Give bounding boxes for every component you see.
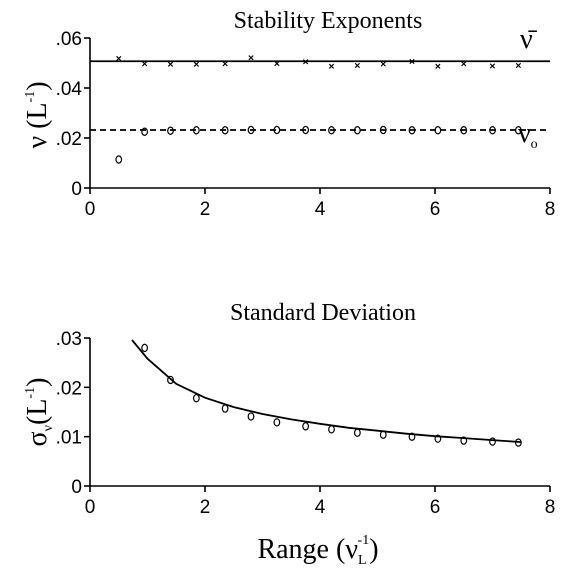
x-tick-label: 0 xyxy=(85,199,96,220)
stddev-xlabel: Range (νL-1) xyxy=(257,533,378,568)
stddev-ylabel-sub: ν xyxy=(41,425,56,431)
stddev-ylabel-unit: L xyxy=(22,399,53,416)
data-point-circle xyxy=(273,125,281,135)
data-point-circle xyxy=(434,126,442,135)
data-point-circle xyxy=(192,126,200,135)
svg-text:σν(L-1): σν(L-1) xyxy=(22,378,56,447)
data-point-circle xyxy=(167,375,174,385)
stability-ylabel-unit-sup: -1 xyxy=(23,91,38,103)
data-point-circle xyxy=(489,437,496,446)
y-tick-label: .02 xyxy=(56,129,82,150)
x-tick-label: 6 xyxy=(430,497,441,518)
stddev-marks xyxy=(131,339,522,447)
data-point-circle xyxy=(141,127,149,136)
data-point-circle xyxy=(115,155,123,164)
data-point-cross xyxy=(461,61,467,67)
data-point-circle xyxy=(302,422,310,431)
stability-chart: Stability Exponents ν (L-1) 0 2 4 6 8 0 .02 .04… xyxy=(22,8,555,220)
stddev-xlabel-symbol-sub: L xyxy=(358,553,367,568)
y-tick-label: .03 xyxy=(56,329,82,350)
data-point-circle xyxy=(192,393,200,403)
x-tick-label: 6 xyxy=(430,199,441,220)
data-point-circle xyxy=(514,438,522,447)
data-point-circle xyxy=(273,418,281,427)
data-point-circle xyxy=(408,432,416,441)
x-tick-label: 8 xyxy=(545,497,556,518)
series-label-nu-o: νo xyxy=(518,118,538,152)
data-point-circle xyxy=(328,126,335,135)
data-point-cross xyxy=(142,61,148,67)
series-label-nu-bar: ν̄ xyxy=(520,24,538,55)
data-point-circle xyxy=(460,126,468,135)
data-point-cross xyxy=(167,61,174,67)
y-tick-label: 0 xyxy=(71,179,82,200)
data-point-circle xyxy=(328,425,335,434)
data-point-circle xyxy=(460,436,468,445)
data-point-cross xyxy=(409,58,415,65)
stddev-ylabel-symbol: σ xyxy=(22,431,53,446)
data-point-cross xyxy=(116,55,122,62)
data-point-circle xyxy=(434,434,442,443)
stddev-ylabel-unit-sup: -1 xyxy=(23,387,38,399)
stddev-xlabel-symbol: ν xyxy=(345,534,358,565)
x-tick-label: 4 xyxy=(315,199,326,220)
data-point-cross xyxy=(435,63,441,69)
data-point-circle xyxy=(408,126,416,135)
stddev-axes: 0 2 4 6 8 0 .01 .02 .03 xyxy=(56,329,556,518)
x-tick-label: 8 xyxy=(545,199,556,220)
data-point-cross xyxy=(489,63,496,69)
data-point-circle xyxy=(379,125,387,135)
data-point-circle xyxy=(353,428,361,437)
data-point-cross xyxy=(380,61,386,67)
svg-text:ν (L-1): ν (L-1) xyxy=(22,81,53,148)
stddev-title: Standard Deviation xyxy=(230,300,416,326)
data-point-circle xyxy=(221,404,229,413)
y-tick-label: .02 xyxy=(56,378,82,399)
stability-axes: 0 2 4 6 8 0 .02 .04 .06 xyxy=(56,29,556,220)
x-tick-label: 0 xyxy=(85,497,96,518)
data-point-circle xyxy=(379,430,387,439)
data-point-cross xyxy=(222,61,228,67)
y-tick-label: .06 xyxy=(56,29,82,50)
data-point-circle xyxy=(247,125,255,135)
x-tick-label: 2 xyxy=(200,497,211,518)
stability-title: Stability Exponents xyxy=(234,8,423,34)
stability-ylabel: ν (L-1) xyxy=(22,81,53,148)
stability-ylabel-unit: L xyxy=(22,102,53,119)
data-point-cross xyxy=(274,60,280,67)
data-point-cross xyxy=(248,55,254,61)
stddev-chart: Standard Deviation σν(L-1) 0 2 4 6 8 0 .01 .02.… xyxy=(22,300,555,568)
data-point-circle xyxy=(167,126,174,135)
data-point-cross xyxy=(354,62,360,69)
y-tick-label: .04 xyxy=(56,79,83,100)
data-point-circle xyxy=(247,412,255,421)
data-point-cross xyxy=(193,61,199,67)
stddev-xlabel-text: Range xyxy=(257,534,329,565)
stability-marks xyxy=(90,55,550,164)
data-point-circle xyxy=(141,343,149,353)
data-point-cross xyxy=(328,63,335,69)
data-point-cross xyxy=(515,62,521,69)
data-point-circle xyxy=(514,126,522,135)
data-point-circle xyxy=(353,126,361,135)
y-tick-label: .01 xyxy=(56,428,82,449)
data-point-circle xyxy=(221,126,229,135)
stddev-ylabel: σν(L-1) xyxy=(22,378,56,447)
fit-curve xyxy=(131,339,522,443)
data-point-cross xyxy=(303,59,309,65)
stddev-xlabel-symbol-sup: -1 xyxy=(358,533,370,548)
x-tick-label: 2 xyxy=(200,199,211,220)
data-point-circle xyxy=(489,126,496,135)
stability-ylabel-symbol: ν xyxy=(22,136,53,149)
x-tick-label: 4 xyxy=(315,497,326,518)
y-tick-label: 0 xyxy=(71,477,82,498)
data-point-circle xyxy=(302,125,310,135)
